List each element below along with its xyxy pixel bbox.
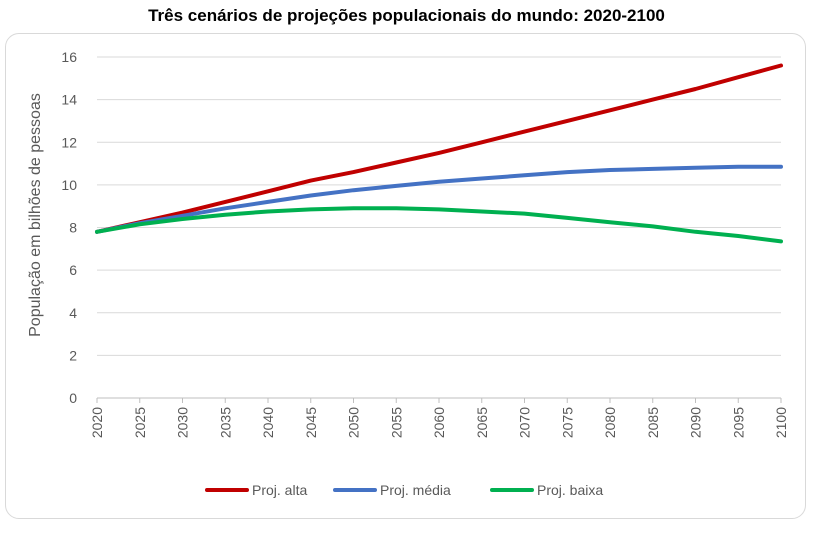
x-tick-label: 2020 [89, 407, 105, 438]
y-tick-label: 16 [61, 49, 77, 65]
x-tick-label: 2100 [773, 407, 789, 438]
legend-label: Proj. alta [252, 482, 307, 498]
series-lines [95, 63, 783, 244]
x-tick-label: 2030 [175, 407, 191, 438]
x-tick-label: 2035 [217, 407, 233, 438]
x-tick-label: 2095 [730, 407, 746, 438]
x-tick-label: 2065 [474, 407, 490, 438]
x-tick-label: 2055 [388, 407, 404, 438]
axes: 0 2 4 6 8 10 12 14 16 2020 2025 2030 2035 2040 2045 205… [61, 49, 789, 438]
chart-title: Três cenários de projeções populacionais… [148, 6, 665, 25]
x-tick-label: 2025 [132, 407, 148, 438]
x-tick-label: 2040 [260, 407, 276, 438]
series-line [95, 206, 783, 244]
x-tick-label: 2045 [303, 407, 319, 438]
y-tick-label: 6 [69, 262, 77, 278]
x-tick-label: 2050 [346, 407, 362, 438]
legend-label: Proj. baixa [537, 482, 603, 498]
legend: Proj. alta Proj. média Proj. baixa [205, 482, 603, 498]
y-tick-label: 12 [61, 134, 77, 150]
x-tick-label: 2070 [517, 407, 533, 438]
x-tick-label: 2090 [688, 407, 704, 438]
legend-label: Proj. média [380, 482, 451, 498]
gridlines [97, 56, 781, 399]
y-tick-label: 2 [69, 347, 77, 363]
chart-frame [5, 33, 806, 519]
y-tick-label: 8 [69, 220, 77, 236]
y-tick-label: 14 [61, 92, 77, 108]
x-tick-label: 2075 [559, 407, 575, 438]
x-tick-label: 2060 [431, 407, 447, 438]
x-tick-label: 2080 [602, 407, 618, 438]
series-line [95, 63, 783, 234]
y-tick-label: 0 [69, 390, 77, 406]
y-tick-label: 10 [61, 177, 77, 193]
y-axis-label: População em bilhões de pessoas [27, 93, 44, 337]
x-tick-label: 2085 [645, 407, 661, 438]
y-tick-label: 4 [69, 305, 77, 321]
series-line [95, 164, 783, 234]
